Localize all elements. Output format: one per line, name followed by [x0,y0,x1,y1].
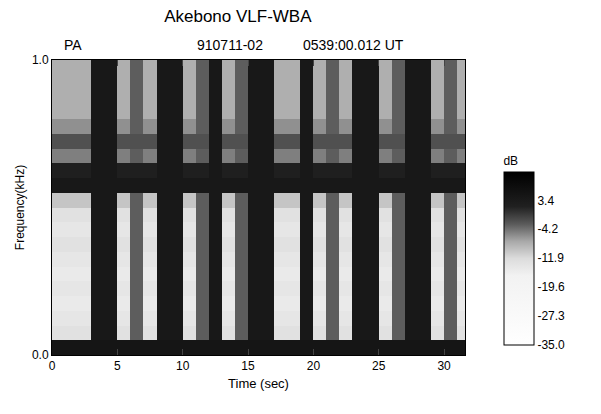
svg-text:10: 10 [176,359,190,373]
svg-text:15: 15 [241,359,255,373]
svg-text:1.0: 1.0 [32,53,49,67]
svg-text:0.0: 0.0 [32,348,49,362]
svg-text:Frequency(kHz): Frequency(kHz) [13,165,27,250]
svg-text:-19.6: -19.6 [537,280,565,294]
svg-text:-11.9: -11.9 [537,251,564,265]
svg-text:-4.2: -4.2 [537,222,558,236]
svg-text:25: 25 [372,359,386,373]
svg-text:30: 30 [437,359,451,373]
svg-text:Time (sec): Time (sec) [228,376,289,391]
svg-text:20: 20 [307,359,321,373]
svg-text:3.4: 3.4 [537,194,554,208]
svg-text:-27.3: -27.3 [537,309,565,323]
svg-text:-35.0: -35.0 [537,338,565,352]
svg-text:dB: dB [503,154,518,168]
svg-text:0539:00.012 UT: 0539:00.012 UT [303,37,404,53]
svg-text:0: 0 [49,359,56,373]
svg-text:5: 5 [114,359,121,373]
svg-text:910711-02: 910711-02 [197,37,263,53]
svg-text:Akebono VLF-WBA: Akebono VLF-WBA [164,7,312,26]
svg-text:PA: PA [64,37,82,53]
